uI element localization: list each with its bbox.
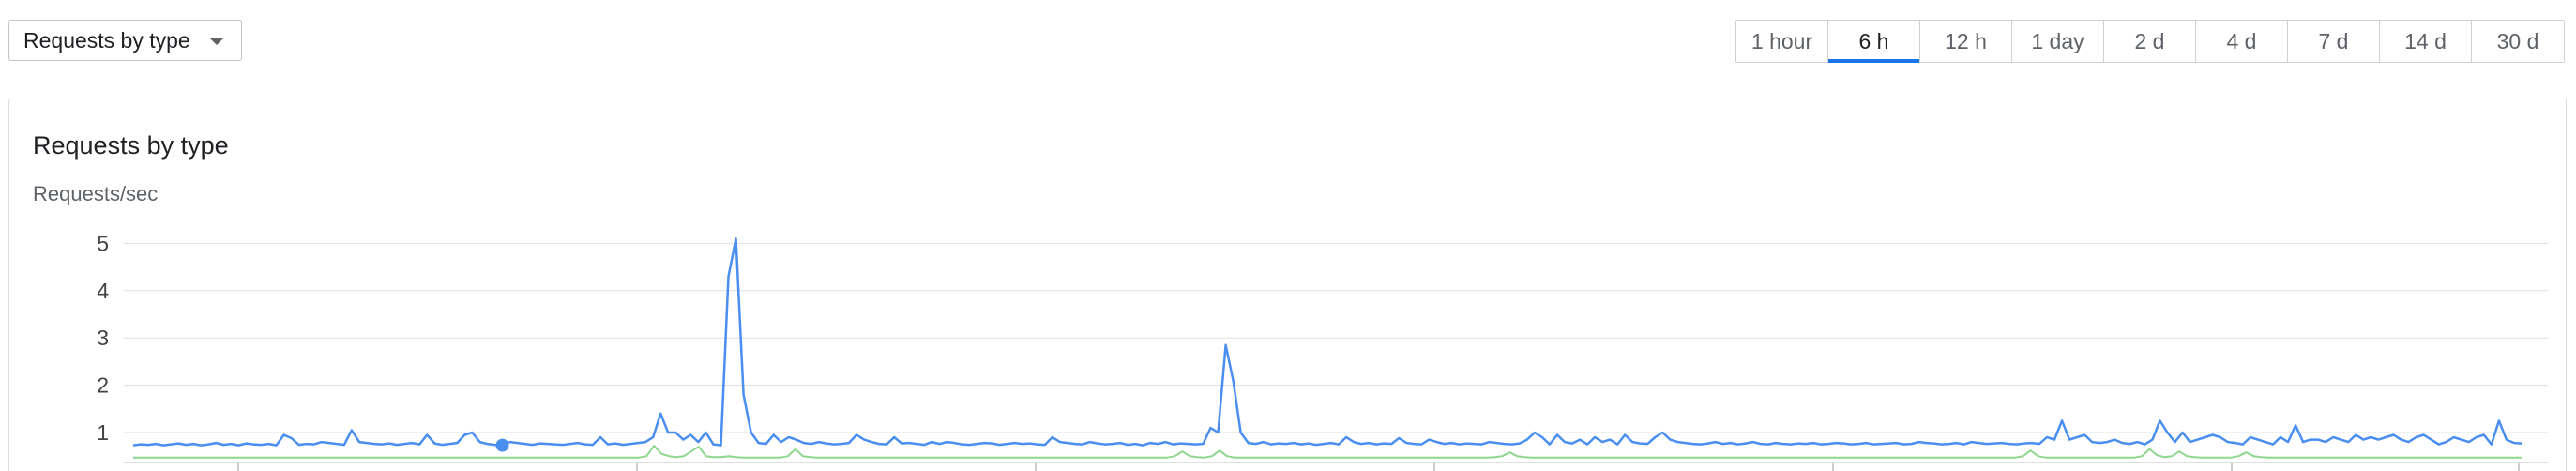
y-tick-label-1: 1 [97,420,109,445]
range-12h-button[interactable]: 12 h [1920,21,2012,62]
y-tick-label-3: 3 [97,326,109,350]
request-type-dropdown-label: Requests by type [23,27,190,53]
chart-card: Requests by type Requests/sec 1 2 3 4 5 [8,99,2567,471]
y-tick-label-5: 5 [97,231,109,255]
series-line-1 [133,445,2522,459]
requests-chart[interactable]: 1 2 3 4 5 [9,99,2566,471]
hover-point-marker [495,438,509,452]
range-2d-button[interactable]: 2 d [2104,21,2196,62]
request-type-dropdown[interactable]: Requests by type [8,20,242,61]
range-6h-button[interactable]: 6 h [1828,21,1920,63]
time-range-selector: 1 hour 6 h 12 h 1 day 2 d 4 d 7 d 14 d 3… [1735,20,2565,63]
range-4d-button[interactable]: 4 d [2196,21,2288,62]
y-tick-label-2: 2 [97,373,109,398]
caret-down-icon [209,38,224,45]
range-30d-button[interactable]: 30 d [2472,21,2564,62]
range-1-hour-button[interactable]: 1 hour [1736,21,1828,62]
y-tick-label-4: 4 [97,279,109,303]
range-14d-button[interactable]: 14 d [2380,21,2472,62]
y-axis-label: Requests/sec [33,182,159,205]
chart-title: Requests by type [33,131,229,160]
range-1-day-button[interactable]: 1 day [2012,21,2104,62]
range-7d-button[interactable]: 7 d [2288,21,2380,62]
series-line-0 [132,237,2523,447]
